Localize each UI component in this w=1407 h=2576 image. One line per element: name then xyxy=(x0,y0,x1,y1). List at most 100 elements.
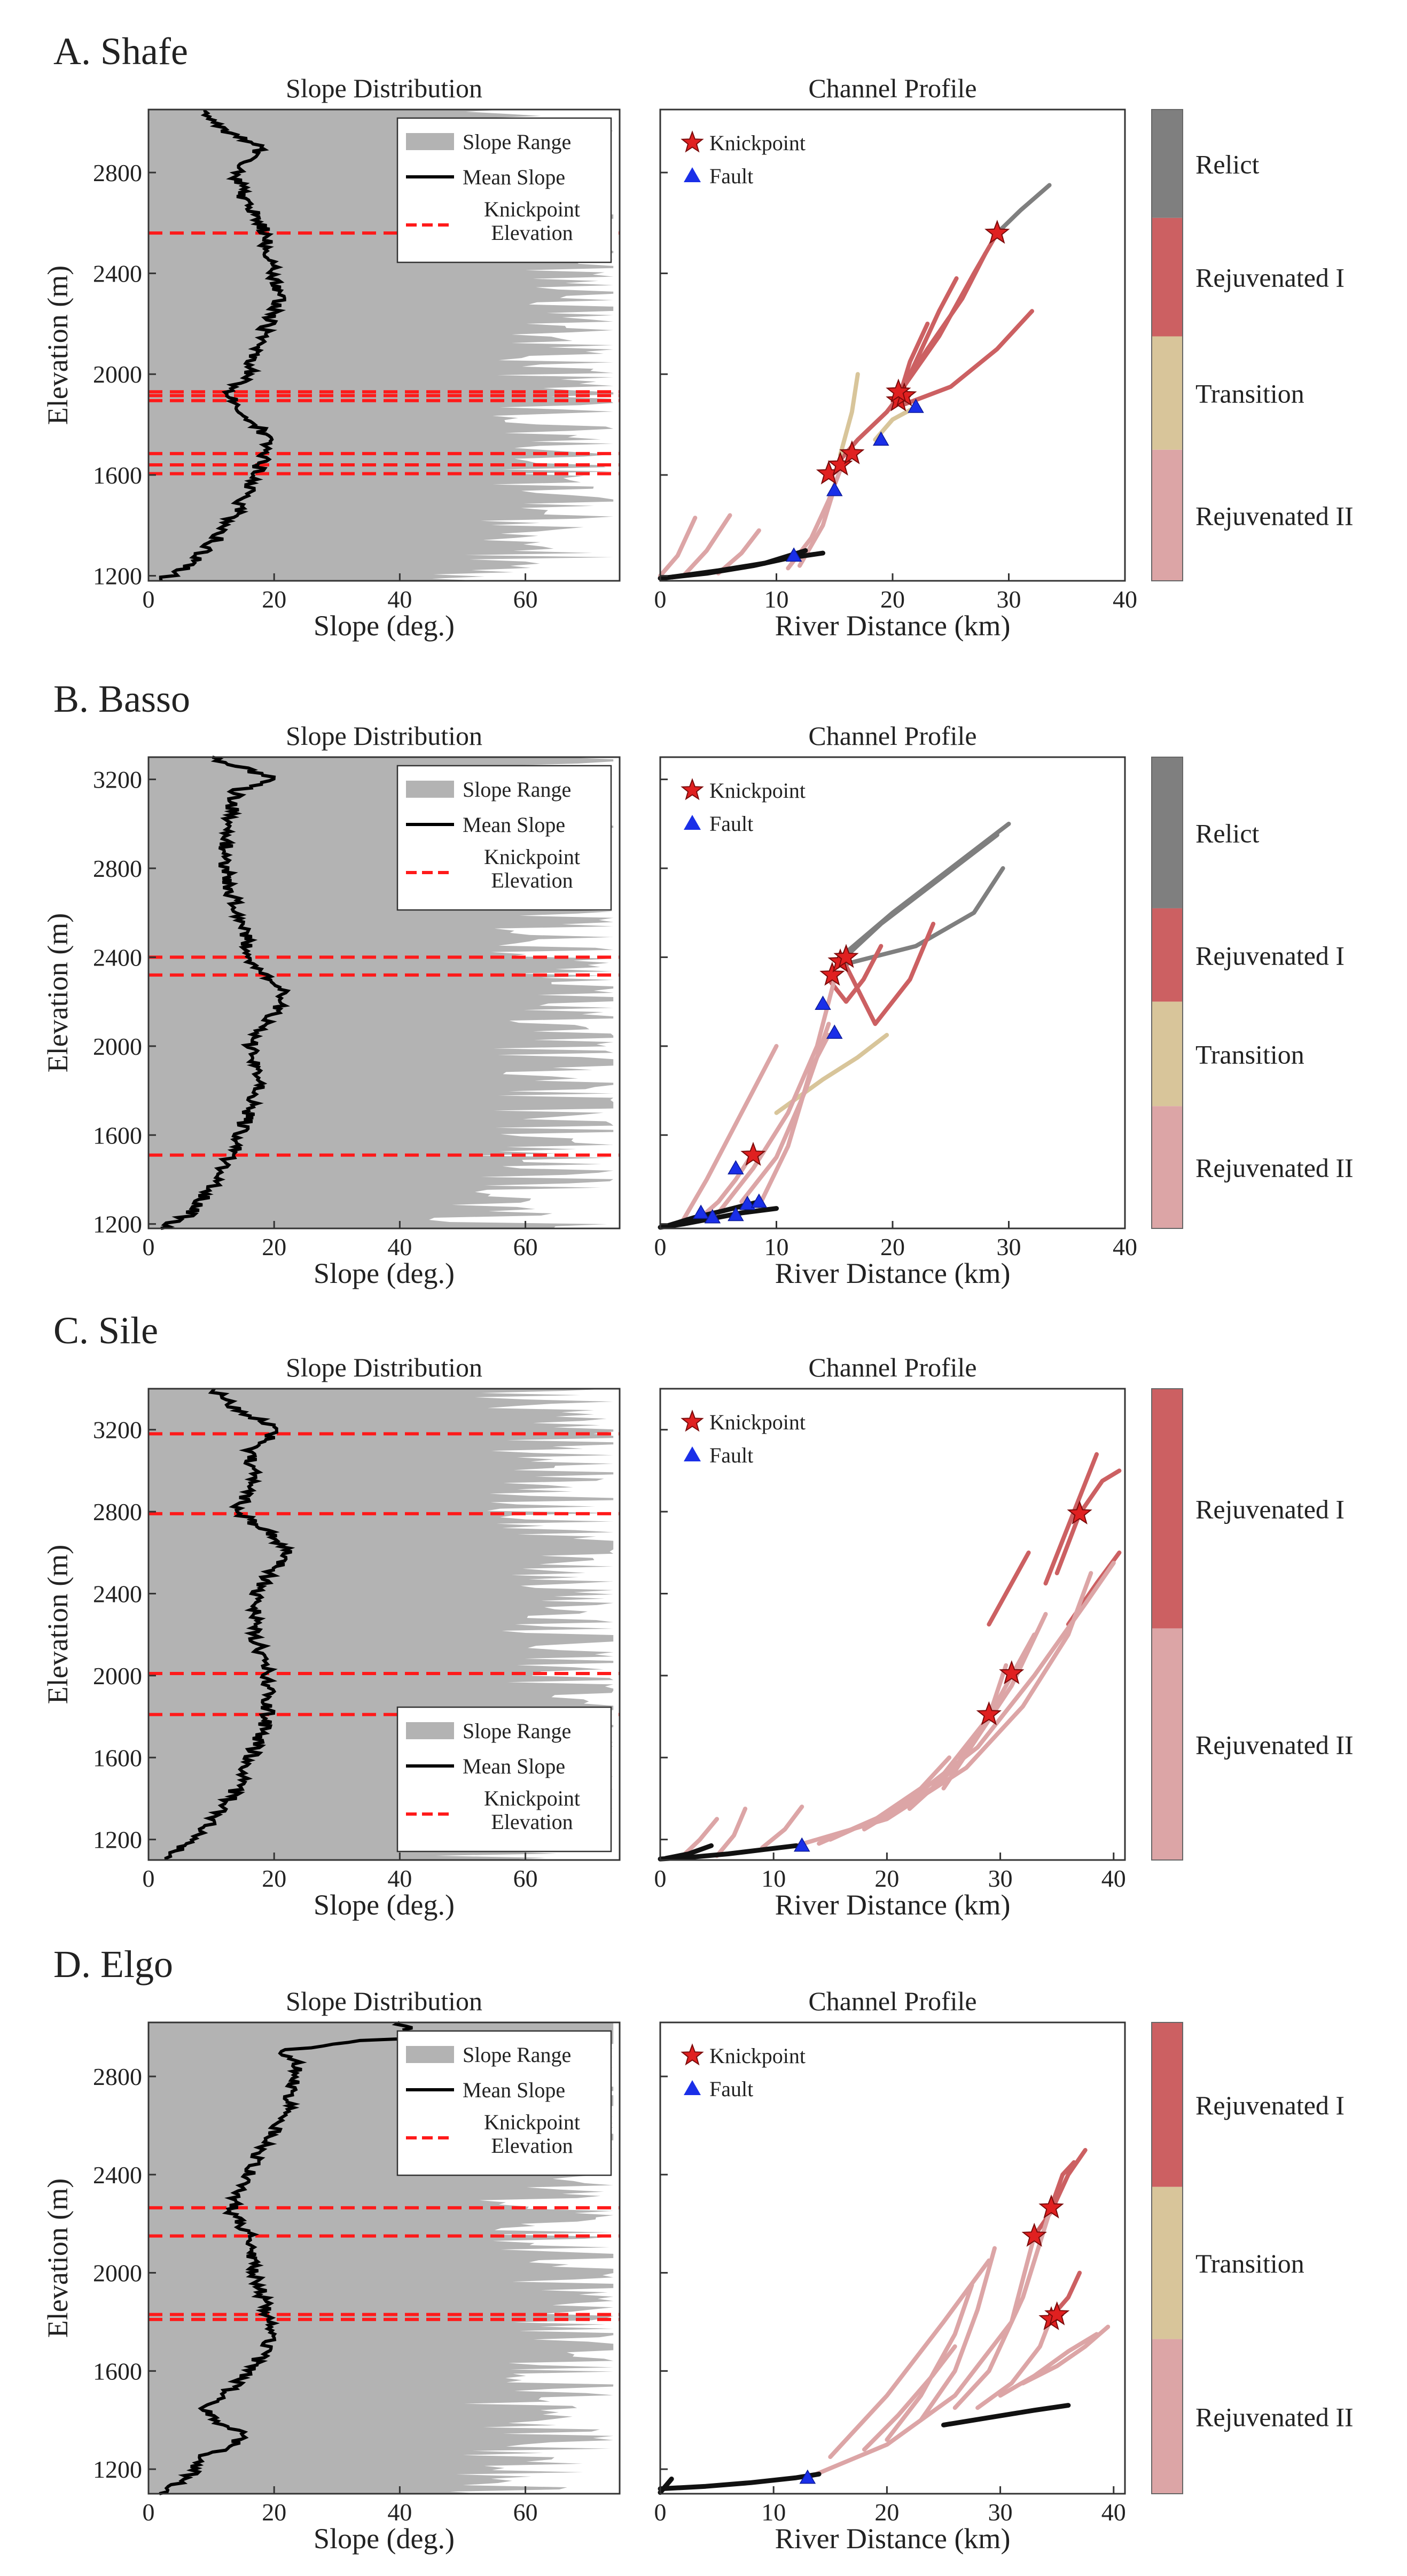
fault-marker xyxy=(739,1195,756,1210)
x-tick-label: 20 xyxy=(262,2499,286,2526)
x-tick-label: 10 xyxy=(761,1865,786,1892)
x-axis-label: Slope (deg.) xyxy=(314,1889,455,1921)
fault-marker xyxy=(728,1207,744,1221)
y-tick-label: 1600 xyxy=(93,1122,142,1149)
x-axis-label: River Distance (km) xyxy=(775,1889,1011,1921)
slope-legend: Slope Range Mean Slope Knickpoint Elevation xyxy=(396,1706,612,1853)
profile-legend: Knickpoint Fault xyxy=(681,778,806,836)
legend-slope-range-swatch xyxy=(406,1722,454,1739)
channel-line-rejuvenated_1 xyxy=(1032,2147,1088,2238)
slope-axes-frame xyxy=(147,1388,621,1861)
legend-mean-slope-label: Mean Slope xyxy=(463,813,565,837)
mean-slope-line xyxy=(160,756,291,1230)
legend-fault-label: Fault xyxy=(709,812,753,836)
y-tick-label: 1600 xyxy=(93,2357,142,2385)
x-tick-label: 0 xyxy=(654,1233,667,1260)
slope-axes: 0 20 40 60 1200 1600 2000 2400 2800 3200 Slope (de… xyxy=(42,756,621,1289)
y-tick-label: 3200 xyxy=(93,766,142,793)
channel-line-relict xyxy=(844,866,1005,966)
y-tick-label: 1600 xyxy=(93,1744,142,1771)
channel-line-rejuvenated_1 xyxy=(896,276,959,402)
x-tick-label: 0 xyxy=(143,2499,155,2526)
x-tick-label: 20 xyxy=(880,1233,905,1260)
legend-knickpoint-label: Knickpoint Elevation xyxy=(484,1786,580,1834)
legend-knickpoint-marker xyxy=(681,1410,704,1432)
knickpoint-marker xyxy=(1067,1500,1092,1524)
zone-rejuvenated_2 xyxy=(1152,449,1183,581)
fault-marker xyxy=(793,1837,810,1852)
legend-slope-range-label: Slope Range xyxy=(463,1719,571,1743)
channel-line-low xyxy=(663,1843,714,1861)
panel-title: B. Basso xyxy=(53,678,190,720)
x-tick-label: 10 xyxy=(761,2499,786,2526)
zone-label-transition: Transition xyxy=(1195,2248,1304,2278)
x-tick-label: 0 xyxy=(143,1865,155,1892)
x-tick-label: 0 xyxy=(654,2499,667,2526)
zone-label-rejuvenated_2: Rejuvenated II xyxy=(1195,1730,1354,1760)
y-axis-label: Elevation (m) xyxy=(42,266,74,425)
legend-knickpoint-label: Knickpoint xyxy=(709,1410,806,1434)
panel-D: D. Elgo Slope Distribution 0 20 40 60 1200 1600… xyxy=(42,1943,1354,2555)
fault-marker xyxy=(826,481,843,496)
profile-axes: 0 10 20 30 40 River Distance (km) Knickpoint Fa… xyxy=(654,108,1137,642)
zone-relict xyxy=(1152,757,1183,908)
knickpoint-marker xyxy=(839,440,865,464)
channel-line-rejuvenated_2 xyxy=(975,2315,1054,2410)
zone-rejuvenated_1 xyxy=(1152,1389,1183,1629)
x-tick-label: 20 xyxy=(262,1233,286,1260)
y-tick-label: 1600 xyxy=(93,462,142,489)
legend-knickpoint-label: Knickpoint Elevation xyxy=(484,197,580,245)
channel-line-rejuvenated_2 xyxy=(998,2332,1099,2398)
zone-rejuvenated_2 xyxy=(1152,2339,1183,2494)
zone-bar-frame xyxy=(1151,109,1183,581)
knickpoint-marker xyxy=(1038,2194,1064,2219)
channel-line-rejuvenated_2 xyxy=(862,1632,1037,1832)
zone-bar: Rejuvenated I Transition Rejuvenated II xyxy=(1151,2022,1354,2494)
y-tick-label: 2800 xyxy=(93,159,142,186)
x-axis-label: Slope (deg.) xyxy=(314,2523,455,2555)
profile-title: Channel Profile xyxy=(808,1986,976,2016)
fault-marker xyxy=(692,1204,709,1219)
zone-transition xyxy=(1152,1001,1183,1107)
legend-slope-range-label: Slope Range xyxy=(463,777,571,801)
profile-legend: Knickpoint Fault xyxy=(681,2043,806,2101)
zone-rejuvenated_2 xyxy=(1152,1106,1183,1228)
slope-axes: 0 20 40 60 1200 1600 2000 2400 2800 3200 Slope (de… xyxy=(42,1388,621,1921)
x-tick-label: 30 xyxy=(997,1233,1021,1260)
zone-label-transition: Transition xyxy=(1195,1039,1304,1069)
channel-line-rejuvenated_1 xyxy=(1054,1468,1122,1576)
channel-line-rejuvenated_1 xyxy=(826,944,884,1004)
channel-line-rejuvenated_1 xyxy=(902,309,1034,407)
legend-mean-slope-label: Mean Slope xyxy=(463,1754,565,1778)
channel-line-rejuvenated_2 xyxy=(715,1807,748,1858)
legend-knickpoint-label: Knickpoint xyxy=(709,779,806,803)
panel-title: D. Elgo xyxy=(53,1943,173,1986)
zone-rejuvenated_1 xyxy=(1152,217,1183,337)
channel-line-rejuvenated_2 xyxy=(919,2246,997,2423)
legend-fault-marker xyxy=(684,2080,701,2095)
legend-knickpoint-label: Knickpoint xyxy=(709,131,806,155)
channel-line-rejuvenated_2 xyxy=(756,1033,831,1209)
y-tick-label: 2000 xyxy=(93,2260,142,2287)
legend-mean-slope-label: Mean Slope xyxy=(463,165,565,189)
x-tick-label: 20 xyxy=(874,2499,899,2526)
channel-line-rejuvenated_2 xyxy=(681,1817,720,1858)
panel-C: C. Sile Slope Distribution 0 20 40 60 1200 1600… xyxy=(42,1309,1354,1921)
zone-bar-frame xyxy=(1151,1388,1183,1861)
x-tick-label: 40 xyxy=(387,586,412,613)
profile-title: Channel Profile xyxy=(808,73,976,103)
zone-bar: Relict Rejuvenated I Transition Rejuvenated… xyxy=(1151,109,1354,581)
fault-marker xyxy=(908,399,924,413)
panel-title: C. Sile xyxy=(53,1309,158,1352)
slope-range-area xyxy=(148,757,614,1228)
x-tick-label: 0 xyxy=(654,586,667,613)
slope-title: Slope Distribution xyxy=(286,73,482,103)
channel-line-rejuvenated_2 xyxy=(798,485,837,568)
y-tick-label: 2400 xyxy=(93,944,142,971)
channel-line-rejuvenated_2 xyxy=(1021,2324,1111,2386)
zone-label-rejuvenated_1: Rejuvenated I xyxy=(1195,263,1345,293)
y-axis-label: Elevation (m) xyxy=(42,2178,74,2338)
channel-line-rejuvenated_2 xyxy=(817,1561,1116,1846)
legend-knickpoint-marker xyxy=(681,2043,704,2066)
channel-line-rejuvenated_2 xyxy=(658,516,698,578)
